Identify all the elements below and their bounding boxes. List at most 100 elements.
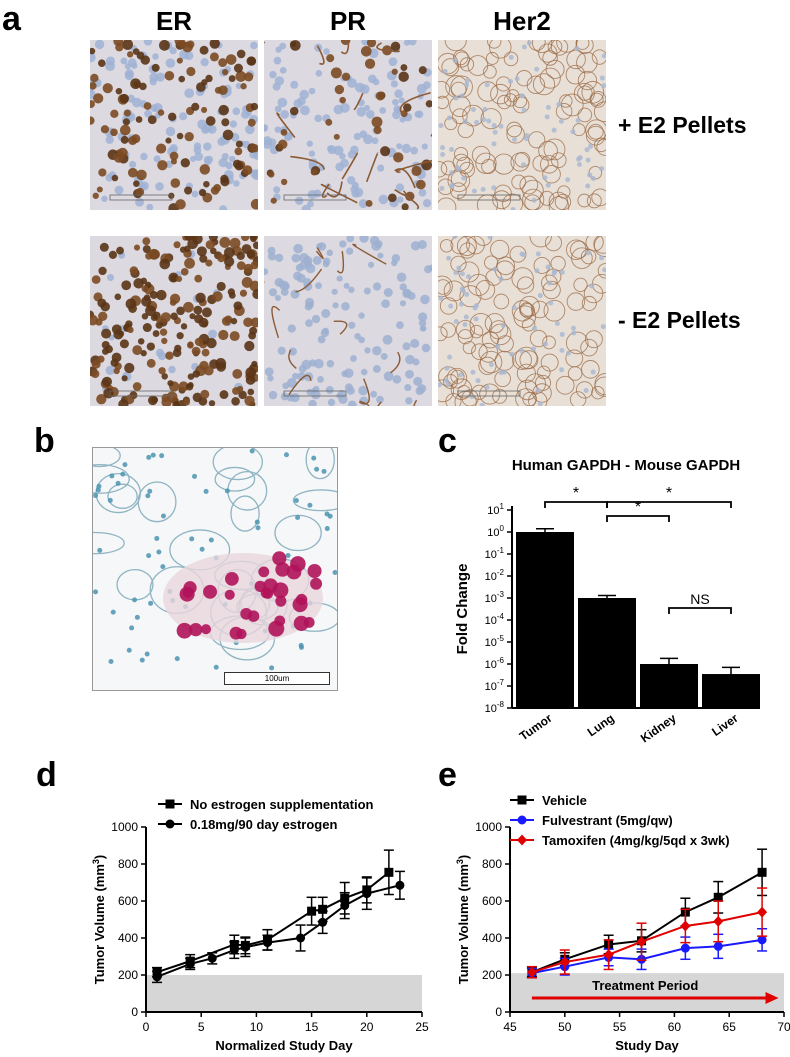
chart-c-bar-kidney xyxy=(640,664,698,708)
chart-c-sig-bracket xyxy=(606,515,670,522)
chart-e-point xyxy=(757,867,767,877)
ihc-tile-3 xyxy=(438,40,606,210)
chart-d-xtick-label: 15 xyxy=(305,1020,319,1034)
bar-chart-gapdh: Human GAPDH - Mouse GAPDH Fold Change 101 1… xyxy=(454,457,760,746)
chart-d-xtick-label: 10 xyxy=(250,1020,264,1034)
chart-e-legend-label: Vehicle xyxy=(542,793,587,808)
chart-e-legend-label: Fulvestrant (5mg/qw) xyxy=(542,813,673,828)
chart-c-sig-bracket xyxy=(668,607,732,614)
chart-e-xtick-label: 65 xyxy=(723,1020,737,1034)
chart-c-title: Human GAPDH - Mouse GAPDH xyxy=(512,457,740,474)
chart-e-ytick-label: 1000 xyxy=(475,820,502,834)
column-header-er: ER xyxy=(155,6,193,36)
chart-d-point xyxy=(318,904,328,914)
chart-e-treatment-label: Treatment Period xyxy=(592,978,698,993)
chart-c-ytick-label: 10-8 xyxy=(485,700,505,715)
chart-d-ytick-label: 800 xyxy=(118,857,138,871)
chart-d-point xyxy=(307,906,317,916)
chart-d-point xyxy=(152,972,162,982)
chart-e-ytick-label: 400 xyxy=(482,931,502,945)
chart-e-point xyxy=(636,936,647,948)
chart-c-ylabel: Fold Change xyxy=(454,564,471,655)
chart-d-ytick-label: 200 xyxy=(118,968,138,982)
chart-d-point xyxy=(340,901,350,911)
chart-d-point xyxy=(262,938,272,948)
line-chart-estrogen: 0 200 400 600 800 1000 0 5 10 15 20 25 Normalized St… xyxy=(91,797,429,1053)
chart-c-xtick-label: Tumor xyxy=(517,711,555,744)
chart-d-point xyxy=(362,889,372,899)
chart-d-xlabel: Normalized Study Day xyxy=(215,1038,353,1053)
chart-e-point xyxy=(757,935,767,945)
chart-e-ytick-label: 200 xyxy=(482,968,502,982)
chart-d-point xyxy=(395,880,405,890)
chart-d-ylabel: Tumor Volume (mm3) xyxy=(91,855,107,985)
chart-e-xtick-label: 45 xyxy=(503,1020,517,1034)
chart-d-legend-marker xyxy=(165,819,175,829)
chart-c-xtick-label: Lung xyxy=(585,711,617,739)
line-chart-treatment: 0 200 400 600 800 1000 45 50 55 60 65 70 Study Day Tu… xyxy=(455,793,790,1053)
chart-c-xtick-label: Kidney xyxy=(638,711,679,746)
chart-d-point xyxy=(318,917,328,927)
chart-d-point xyxy=(240,942,250,952)
chart-c-ytick-label: 100 xyxy=(487,524,504,539)
chart-c-ytick-label: 10-4 xyxy=(485,612,505,627)
chart-c-ytick-label: 10-5 xyxy=(485,634,505,649)
chart-d-legend-marker xyxy=(165,799,175,809)
chart-e-point xyxy=(680,943,690,953)
scale-bar: 100um xyxy=(224,672,330,685)
chart-e-point xyxy=(526,966,537,978)
chart-e-point xyxy=(680,920,691,932)
chart-e-point xyxy=(713,892,723,902)
chart-e-point xyxy=(713,915,724,927)
chart-c-sig-label: NS xyxy=(690,591,709,607)
micrograph-lung-svg xyxy=(93,448,337,671)
chart-e-point xyxy=(757,906,768,918)
micrograph-lung-image: 100um xyxy=(92,447,338,691)
chart-e-ytick-label: 0 xyxy=(495,1005,502,1019)
chart-d-legend-label: 0.18mg/90 day estrogen xyxy=(190,817,337,832)
column-header-her2: Her2 xyxy=(493,6,551,36)
ihc-tile-1 xyxy=(90,40,258,210)
chart-c-sig-bracket xyxy=(544,501,608,508)
chart-e-point xyxy=(603,949,614,961)
chart-d-point xyxy=(384,867,394,877)
chart-c-xtick-label: Liver xyxy=(709,711,741,739)
chart-c-ytick-label: 10-2 xyxy=(485,568,505,583)
ihc-tile-4 xyxy=(90,236,258,406)
chart-d-xtick-label: 0 xyxy=(143,1020,150,1034)
chart-e-treatment-arrowhead xyxy=(765,992,779,1004)
chart-d-xtick-label: 5 xyxy=(198,1020,205,1034)
panel-letter-b: b xyxy=(34,422,55,460)
chart-d-point xyxy=(207,953,217,963)
chart-d-point xyxy=(229,945,239,955)
chart-c-sig-label: * xyxy=(635,499,641,516)
chart-e-ylabel: Tumor Volume (mm3) xyxy=(455,855,471,985)
chart-c-ytick-label: 10-7 xyxy=(485,678,505,693)
chart-c-sig-label: * xyxy=(573,485,579,502)
chart-e-xtick-label: 70 xyxy=(777,1020,790,1034)
row-label-plus-e2: + E2 Pellets xyxy=(618,112,747,138)
ihc-tile-6 xyxy=(438,236,606,406)
chart-e-xtick-label: 50 xyxy=(558,1020,572,1034)
chart-d-ytick-label: 0 xyxy=(131,1005,138,1019)
chart-e-point xyxy=(713,941,723,951)
chart-c-bar-tumor xyxy=(516,532,574,708)
chart-e-legend-marker xyxy=(517,815,527,825)
chart-c-ytick-label: 101 xyxy=(487,502,504,517)
chart-c-bar-liver xyxy=(702,674,760,708)
row-label-minus-e2: - E2 Pellets xyxy=(618,307,741,333)
chart-c-ytick-label: 10-1 xyxy=(485,546,505,561)
chart-e-xlabel: Study Day xyxy=(615,1038,679,1053)
chart-d-ytick-label: 1000 xyxy=(111,820,138,834)
chart-e-legend-marker xyxy=(517,834,527,846)
panel-letter-d: d xyxy=(36,756,57,794)
column-header-pr: PR xyxy=(329,6,367,36)
chart-c-sig-label: * xyxy=(666,485,672,502)
chart-c-sig-bracket xyxy=(606,501,732,508)
chart-d-point xyxy=(296,933,306,943)
chart-d-legend-label: No estrogen supplementation xyxy=(190,797,374,812)
chart-d-shaded-region xyxy=(146,975,422,1012)
chart-d-xtick-label: 25 xyxy=(415,1020,429,1034)
chart-c-ytick-label: 10-6 xyxy=(485,656,505,671)
chart-d-xtick-label: 20 xyxy=(360,1020,374,1034)
